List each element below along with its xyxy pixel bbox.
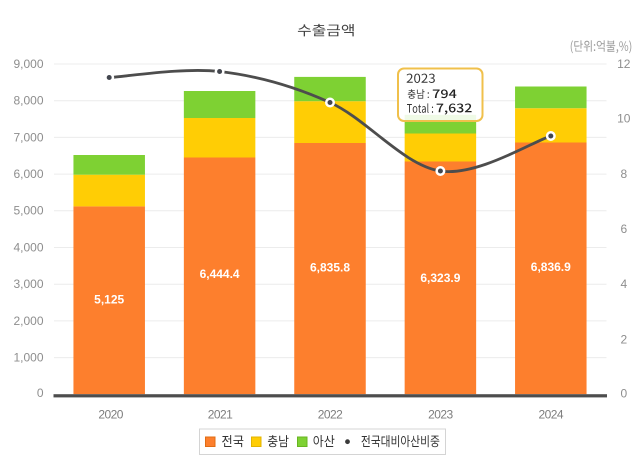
svg-text:4: 4 — [620, 277, 627, 291]
svg-text:2: 2 — [620, 332, 627, 346]
svg-text:6,323.9: 6,323.9 — [420, 271, 460, 285]
svg-text:8: 8 — [620, 167, 627, 181]
svg-text:6,836.9: 6,836.9 — [531, 260, 571, 274]
svg-text:5,125: 5,125 — [94, 292, 124, 306]
svg-text:0: 0 — [620, 386, 627, 400]
svg-text:10: 10 — [617, 112, 631, 126]
svg-text:6,000: 6,000 — [13, 167, 43, 181]
svg-text:4,000: 4,000 — [13, 240, 43, 254]
svg-text:5,000: 5,000 — [13, 204, 43, 218]
svg-text:3,000: 3,000 — [13, 277, 43, 291]
svg-text:6,835.8: 6,835.8 — [310, 260, 350, 274]
svg-text:2022: 2022 — [318, 407, 343, 421]
svg-text:2021: 2021 — [208, 407, 233, 421]
svg-text:8,000: 8,000 — [13, 94, 43, 108]
svg-text:1,000: 1,000 — [13, 351, 43, 365]
svg-text:6,444.4: 6,444.4 — [200, 267, 240, 281]
svg-text:6: 6 — [620, 222, 627, 236]
svg-text:7,000: 7,000 — [13, 130, 43, 144]
svg-text:0: 0 — [37, 386, 44, 400]
svg-text:12: 12 — [617, 57, 631, 71]
svg-text:2,000: 2,000 — [13, 314, 43, 328]
svg-text:9,000: 9,000 — [13, 57, 43, 71]
svg-text:2024: 2024 — [539, 407, 564, 421]
svg-text:2023: 2023 — [428, 407, 453, 421]
svg-text:2020: 2020 — [98, 407, 123, 421]
